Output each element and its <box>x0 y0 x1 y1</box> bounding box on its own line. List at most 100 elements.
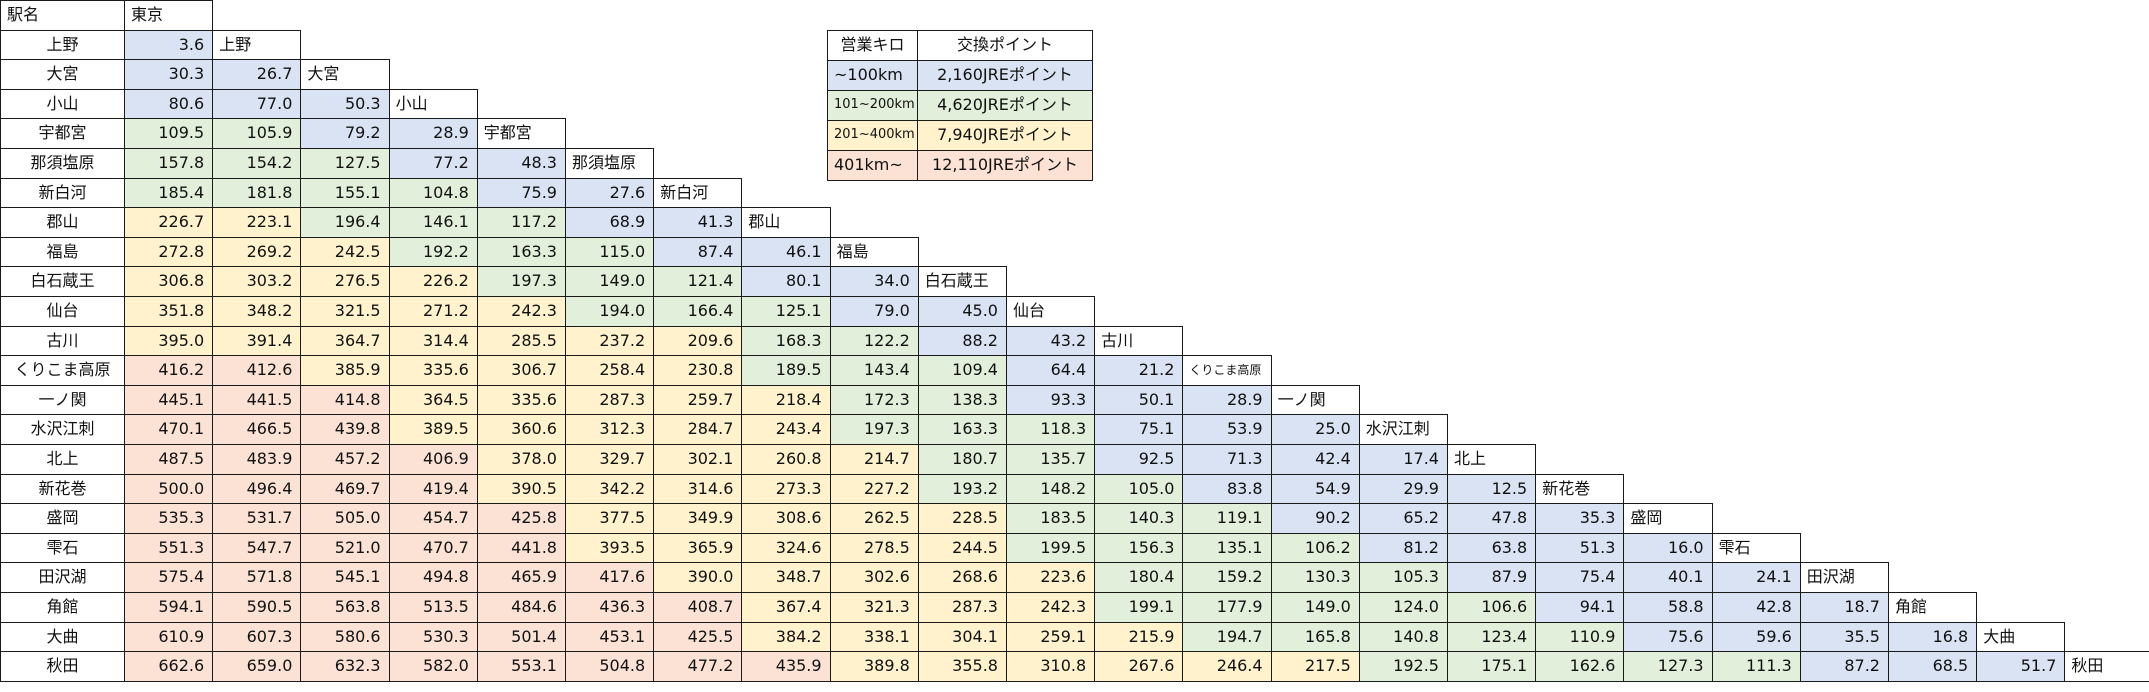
distance-cell: 25.0 <box>1270 414 1360 445</box>
station-header: 那須塩原 <box>565 148 655 179</box>
distance-cell: 278.5 <box>829 532 919 564</box>
distance-cell: 109.4 <box>917 355 1007 386</box>
row-station-name: 大曲 <box>0 621 125 653</box>
station-header: 新花巻 <box>1535 473 1625 505</box>
distance-cell: 453.1 <box>565 621 655 653</box>
row-station-name: 盛岡 <box>0 503 125 534</box>
row-station-name: 白石蔵王 <box>0 266 125 297</box>
distance-cell: 268.6 <box>917 562 1007 593</box>
station-header: 白石蔵王 <box>917 266 1007 297</box>
row-station-name: 古川 <box>0 325 125 357</box>
distance-cell: 75.6 <box>1623 621 1713 653</box>
distance-cell: 87.4 <box>653 236 743 268</box>
distance-cell: 314.4 <box>388 325 478 357</box>
distance-cell: 513.5 <box>388 592 478 623</box>
row-station-name: 宇都宮 <box>0 118 125 149</box>
distance-cell: 377.5 <box>565 503 655 534</box>
distance-cell: 417.6 <box>565 562 655 593</box>
distance-cell: 93.3 <box>1006 384 1096 416</box>
legend-points: 7,940JREポイント <box>917 120 1093 151</box>
distance-cell: 124.0 <box>1358 592 1448 623</box>
distance-cell: 80.1 <box>741 266 831 297</box>
distance-cell: 87.9 <box>1447 562 1537 593</box>
distance-cell: 192.5 <box>1358 651 1448 682</box>
distance-cell: 243.4 <box>741 414 831 445</box>
distance-cell: 385.9 <box>300 355 390 386</box>
distance-cell: 416.2 <box>124 355 214 386</box>
distance-cell: 571.8 <box>212 562 302 593</box>
distance-cell: 607.3 <box>212 621 302 653</box>
station-header: 盛岡 <box>1623 503 1713 534</box>
distance-cell: 92.5 <box>1094 444 1184 475</box>
distance-cell: 18.7 <box>1799 592 1889 623</box>
legend-points: 4,620JREポイント <box>917 90 1093 121</box>
distance-cell: 242.3 <box>1006 592 1096 623</box>
distance-cell: 105.0 <box>1094 473 1184 505</box>
distance-cell: 168.3 <box>741 325 831 357</box>
distance-cell: 218.4 <box>741 384 831 416</box>
distance-cell: 304.1 <box>917 621 1007 653</box>
distance-cell: 54.9 <box>1270 473 1360 505</box>
distance-cell: 185.4 <box>124 177 214 209</box>
distance-cell: 302.6 <box>829 562 919 593</box>
distance-cell: 50.3 <box>300 88 390 120</box>
distance-cell: 367.4 <box>741 592 831 623</box>
distance-cell: 312.3 <box>565 414 655 445</box>
distance-cell: 51.3 <box>1535 532 1625 564</box>
distance-cell: 130.3 <box>1270 562 1360 593</box>
distance-cell: 259.7 <box>653 384 743 416</box>
distance-cell: 355.8 <box>917 651 1007 682</box>
distance-cell: 395.0 <box>124 325 214 357</box>
distance-cell: 590.5 <box>212 592 302 623</box>
distance-cell: 40.1 <box>1623 562 1713 593</box>
station-header: 一ノ関 <box>1270 384 1360 416</box>
distance-cell: 287.3 <box>565 384 655 416</box>
station-header: 田沢湖 <box>1799 562 1889 593</box>
distance-cell: 199.5 <box>1006 532 1096 564</box>
distance-cell: 43.2 <box>1006 325 1096 357</box>
distance-cell: 530.3 <box>388 621 478 653</box>
distance-cell: 197.3 <box>829 414 919 445</box>
distance-cell: 269.2 <box>212 236 302 268</box>
distance-cell: 228.5 <box>917 503 1007 534</box>
distance-cell: 342.2 <box>565 473 655 505</box>
distance-cell: 610.9 <box>124 621 214 653</box>
distance-cell: 287.3 <box>917 592 1007 623</box>
distance-cell: 79.2 <box>300 118 390 149</box>
distance-cell: 88.2 <box>917 325 1007 357</box>
row-station-name: 小山 <box>0 88 125 120</box>
distance-cell: 193.2 <box>917 473 1007 505</box>
distance-cell: 143.4 <box>829 355 919 386</box>
distance-cell: 412.6 <box>212 355 302 386</box>
distance-cell: 314.6 <box>653 473 743 505</box>
distance-cell: 457.2 <box>300 444 390 475</box>
station-header: 宇都宮 <box>476 118 566 149</box>
distance-cell: 163.3 <box>917 414 1007 445</box>
distance-cell: 162.6 <box>1535 651 1625 682</box>
row-station-name: 雫石 <box>0 532 125 564</box>
distance-cell: 68.9 <box>565 207 655 238</box>
station-header: 北上 <box>1447 444 1537 475</box>
distance-cell: 237.2 <box>565 325 655 357</box>
legend-header-distance: 営業キロ <box>827 30 918 61</box>
distance-cell: 390.0 <box>653 562 743 593</box>
distance-cell: 306.7 <box>476 355 566 386</box>
row-station-name: 郡山 <box>0 207 125 238</box>
row-station-name: 仙台 <box>0 296 125 327</box>
distance-cell: 125.1 <box>741 296 831 327</box>
distance-cell: 30.3 <box>124 59 214 90</box>
distance-cell: 215.9 <box>1094 621 1184 653</box>
distance-cell: 17.4 <box>1358 444 1448 475</box>
distance-cell: 71.3 <box>1182 444 1272 475</box>
distance-cell: 441.8 <box>476 532 566 564</box>
distance-cell: 419.4 <box>388 473 478 505</box>
distance-cell: 384.2 <box>741 621 831 653</box>
distance-cell: 553.1 <box>476 651 566 682</box>
row-station-name: 水沢江刺 <box>0 414 125 445</box>
station-header: 雫石 <box>1711 532 1801 564</box>
distance-cell: 34.0 <box>829 266 919 297</box>
distance-cell: 106.6 <box>1447 592 1537 623</box>
row-station-name: くりこま高原 <box>0 355 125 386</box>
distance-cell: 35.5 <box>1799 621 1889 653</box>
station-header: 上野 <box>212 29 302 61</box>
